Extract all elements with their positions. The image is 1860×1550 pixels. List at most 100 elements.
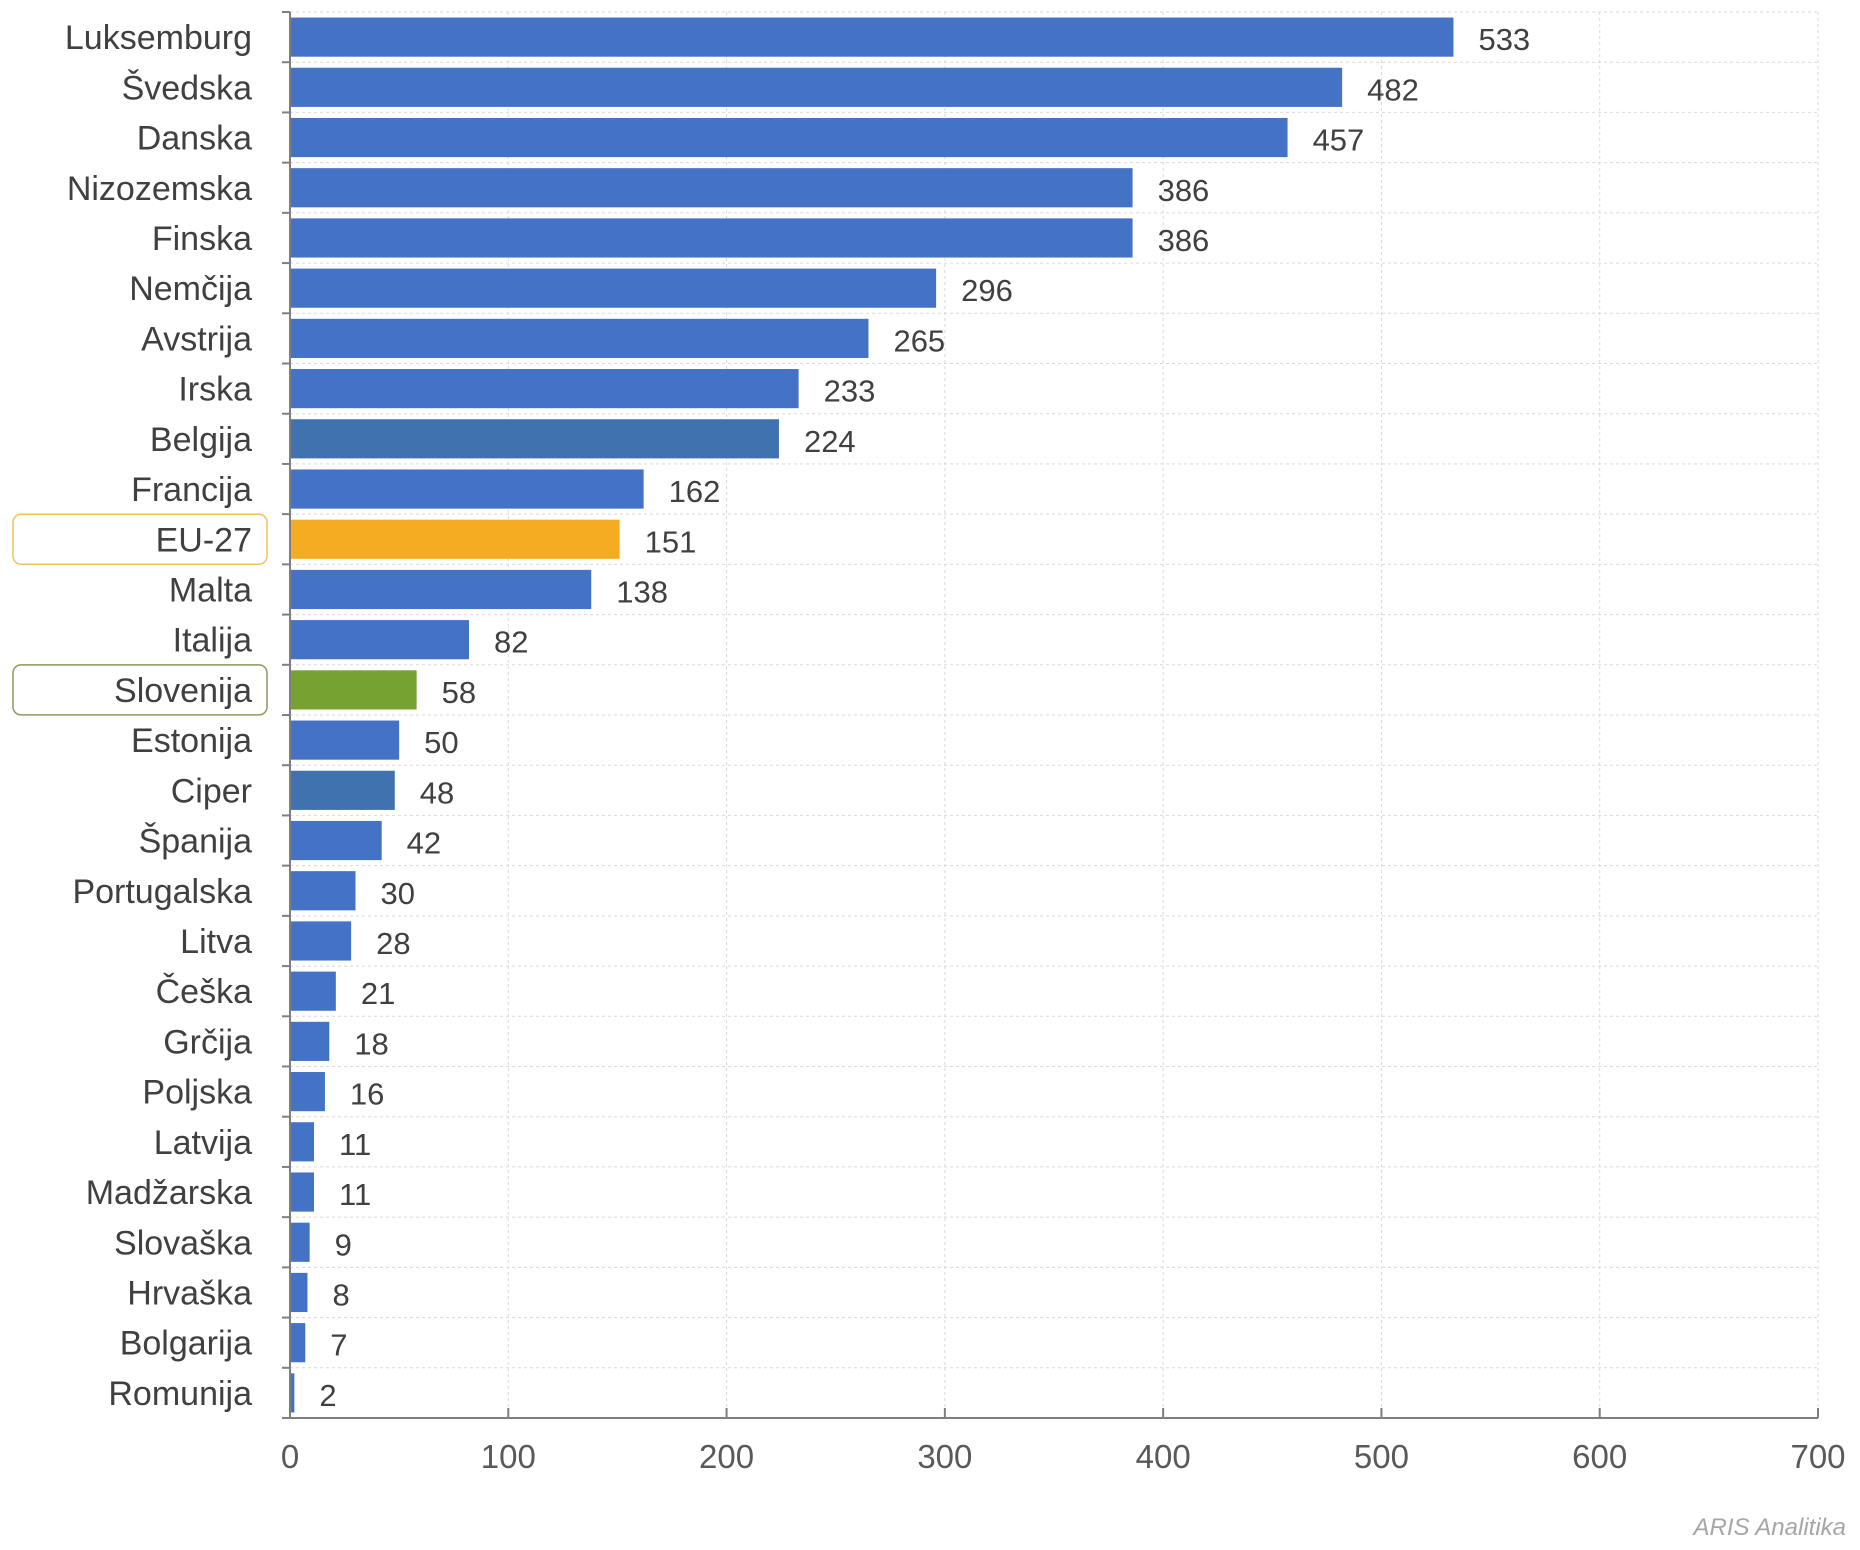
axes [282,11,1819,1419]
category-label: Belgija [150,421,252,459]
value-label: 224 [804,424,856,459]
value-label: 457 [1313,123,1365,158]
value-label: 28 [376,926,410,961]
bar [291,519,620,559]
category-label: Slovenija [114,672,252,710]
category-label: Romunija [108,1375,252,1413]
x-tick-label: 500 [1354,1438,1409,1475]
value-label: 50 [424,725,458,760]
x-tick-labels: 0 100 200 300 400 500 600 700 [281,1438,1846,1475]
bar [291,268,937,308]
value-label: 48 [420,775,454,810]
value-label: 82 [494,625,528,660]
value-label: 8 [332,1277,349,1312]
bar [291,921,352,961]
category-label: Češka [156,973,252,1011]
label-frame [12,513,268,565]
category-label: Slovaška [114,1224,252,1262]
bar [291,720,400,760]
bar [291,469,644,509]
bar [291,67,1343,107]
value-label: 7 [330,1328,347,1363]
x-tick-label: 0 [281,1438,299,1475]
credit-text: ARIS Analitika [1693,1514,1846,1541]
category-label: Bolgarija [120,1325,252,1363]
bar [291,1373,295,1413]
value-label: 21 [361,976,395,1011]
category-label: Irska [178,371,252,409]
category-labels: Luksemburg Švedska Danska Nizozemska Finska N… [65,19,252,1413]
value-label: 58 [442,675,476,710]
category-label: Madžarska [86,1174,252,1212]
value-label: 11 [339,1177,371,1212]
value-label: 265 [893,323,945,358]
category-label: Latvija [154,1124,252,1162]
category-label: Švedska [122,69,252,107]
bar [291,770,395,810]
bar [291,318,869,358]
value-label: 386 [1158,173,1210,208]
x-tick-label: 300 [917,1438,972,1475]
value-label: 138 [616,574,668,609]
value-label: 2 [319,1378,336,1413]
bar [291,1222,310,1262]
category-label: Nizozemska [67,170,252,208]
label-highlight-frames [12,513,268,716]
value-label: 9 [335,1227,352,1262]
category-label: Ciper [171,772,252,810]
bar [291,369,799,409]
value-label: 18 [354,1026,388,1061]
value-label: 533 [1478,22,1530,57]
bar [291,218,1133,258]
value-label: 16 [350,1077,384,1112]
category-label: Litva [180,923,252,961]
value-label: 151 [645,524,697,559]
value-label: 386 [1158,223,1210,258]
bar [291,1272,308,1313]
bar [291,419,779,459]
category-label: Grčija [163,1023,252,1061]
label-frame [12,664,268,716]
x-tick-label: 400 [1136,1438,1191,1475]
bar [291,620,469,660]
value-label: 162 [669,474,721,509]
x-tick-label: 600 [1572,1438,1627,1475]
grid-lines [290,11,1819,1419]
bar [291,871,356,911]
bar [291,1323,306,1363]
bar [291,971,336,1011]
category-label: Portugalska [72,873,252,911]
category-label: Italija [173,622,252,660]
bar [291,670,417,710]
bar [291,117,1288,158]
category-label: Španija [139,823,253,861]
bar [291,1122,315,1162]
category-label: Malta [169,571,252,609]
bars [291,17,1454,1413]
x-tick-label: 700 [1790,1438,1845,1475]
bar [291,17,1454,57]
category-label: Avstrija [141,320,252,358]
category-label: Luksemburg [65,19,252,57]
category-label: Poljska [142,1074,252,1112]
category-label: Francija [131,471,252,509]
category-label: Finska [152,220,252,258]
category-label: Danska [137,120,252,158]
bar [291,1172,315,1212]
x-tick-label: 200 [699,1438,754,1475]
category-label: Estonija [131,722,252,760]
value-label: 30 [380,876,414,911]
value-label: 42 [407,826,441,861]
bar [291,168,1133,208]
bar [291,569,592,610]
value-label: 482 [1367,72,1419,107]
category-label: EU-27 [156,521,252,559]
value-label: 233 [824,374,876,409]
bar [291,820,382,861]
bar [291,1072,325,1112]
value-label: 296 [961,273,1013,308]
value-label: 11 [339,1127,371,1162]
x-tick-label: 100 [481,1438,536,1475]
value-labels: 5334824573863862962652332241621511388258… [319,22,1530,1413]
